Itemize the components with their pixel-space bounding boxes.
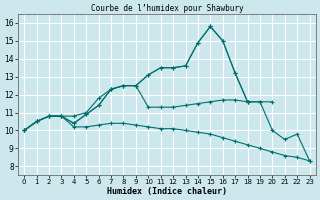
Title: Courbe de l’humidex pour Shawbury: Courbe de l’humidex pour Shawbury bbox=[91, 4, 243, 13]
X-axis label: Humidex (Indice chaleur): Humidex (Indice chaleur) bbox=[107, 187, 227, 196]
